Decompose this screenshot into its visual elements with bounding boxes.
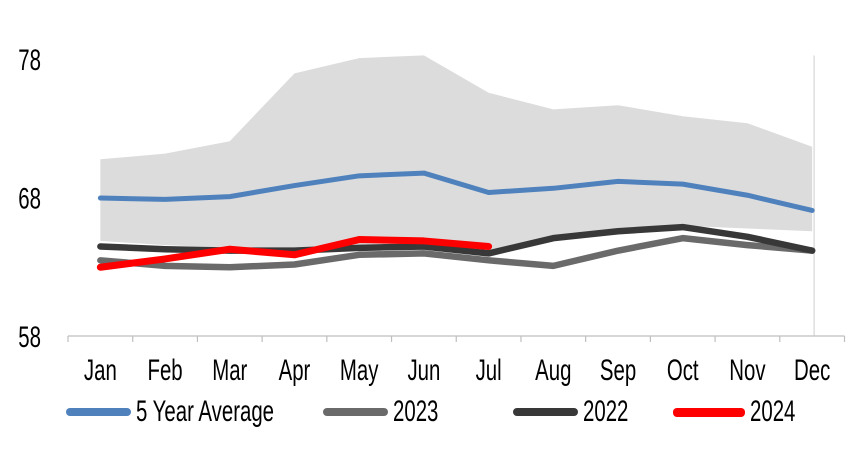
- x-tick-label: May: [340, 354, 379, 387]
- legend-swatch-2022: [513, 408, 578, 416]
- y-tick-label: 68: [18, 183, 41, 216]
- legend-swatch-5-year-average: [66, 408, 131, 416]
- x-tick-label: Sep: [600, 354, 636, 387]
- legend: 5 Year Average 2023 2022 2024: [0, 395, 852, 429]
- x-tick-label: Oct: [667, 354, 699, 387]
- x-tick-label: Jan: [84, 354, 117, 387]
- x-tick-label: Nov: [729, 354, 765, 387]
- legend-item-2024: 2024: [673, 395, 817, 428]
- series-line-2024: [96, 236, 493, 271]
- x-tick-label: Feb: [147, 354, 182, 387]
- legend-label-2023: 2023: [393, 395, 439, 428]
- legend-label-2024: 2024: [750, 395, 796, 428]
- x-tick-label: Dec: [794, 354, 830, 387]
- legend-label-5-year-average: 5 Year Average: [136, 395, 275, 428]
- series-line-5-year-average: [97, 170, 815, 213]
- band-range-area: [100, 55, 813, 253]
- legend-item-2022: 2022: [513, 395, 650, 428]
- x-tick-label: Jul: [476, 354, 502, 387]
- y-tick-label: 58: [18, 321, 41, 354]
- legend-item-2023: 2023: [323, 395, 460, 428]
- legend-swatch-2023: [323, 408, 388, 416]
- x-tick-label: Mar: [212, 354, 247, 387]
- legend-label-2022: 2022: [583, 395, 629, 428]
- legend-item-5-year-average: 5 Year Average: [66, 395, 339, 428]
- x-tick-label: Aug: [535, 354, 571, 387]
- series-line-2023: [97, 234, 816, 271]
- x-tick-label: Apr: [279, 354, 311, 387]
- legend-swatch-2024: [673, 407, 745, 417]
- y-tick-label: 78: [18, 44, 41, 77]
- x-tick-label: Jun: [407, 354, 440, 387]
